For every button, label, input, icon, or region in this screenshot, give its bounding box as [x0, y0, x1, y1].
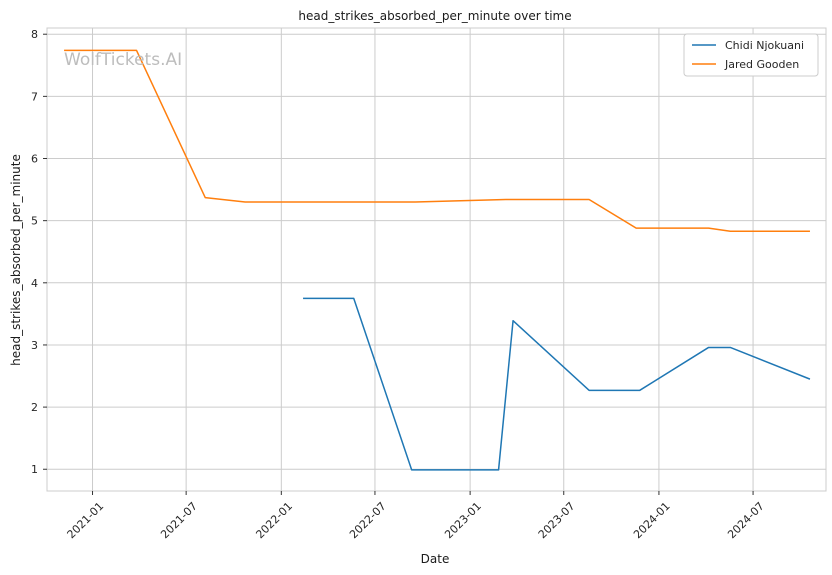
- legend: Chidi Njokuani Jared Gooden: [683, 33, 819, 77]
- y-tick-label: 7: [31, 90, 38, 103]
- y-tick-label: 8: [31, 28, 38, 41]
- y-tick-label: 5: [31, 215, 38, 228]
- series-line-chidi-njokuani: [303, 297, 811, 471]
- legend-label-jared-gooden: Jared Gooden: [724, 58, 799, 71]
- y-tick-label: 1: [31, 463, 38, 476]
- series-layer: [64, 49, 811, 471]
- y-tick-label: 2: [31, 401, 38, 414]
- legend-label-chidi-njokuani: Chidi Njokuani: [725, 39, 804, 52]
- y-axis-label: head_strikes_absorbed_per_minute: [9, 154, 23, 366]
- y-tick-label: 6: [31, 153, 38, 166]
- legend-box: [683, 33, 819, 77]
- y-axis-ticks: 1 2 3 4 5 6 7 8: [31, 28, 47, 476]
- x-axis-label: Date: [421, 552, 450, 566]
- y-tick-label: 4: [31, 277, 38, 290]
- chart-title: head_strikes_absorbed_per_minute over ti…: [298, 9, 571, 23]
- watermark: WolfTickets.AI: [64, 50, 182, 70]
- y-tick-label: 3: [31, 339, 38, 352]
- grid-lines: [47, 28, 826, 491]
- plot-frame: [46, 27, 827, 492]
